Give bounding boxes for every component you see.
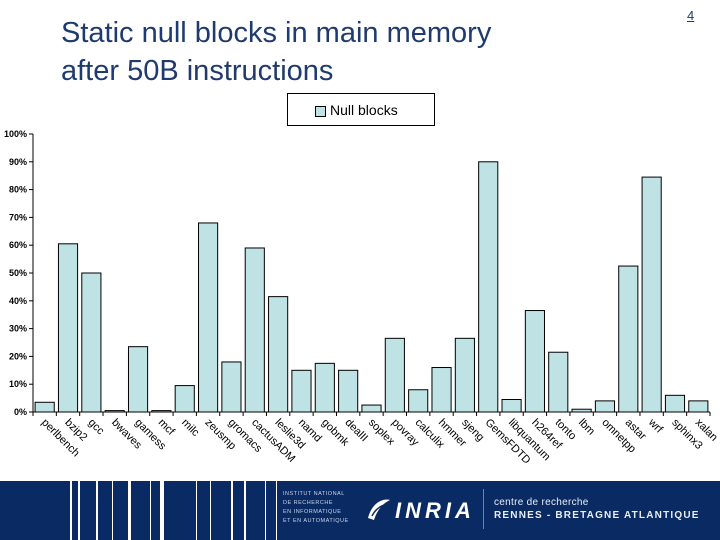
slide-number: 4 <box>687 8 695 23</box>
bar <box>664 394 686 413</box>
y-tick-label: 70% <box>9 212 27 222</box>
footer-stripe <box>196 481 197 540</box>
legend-swatch <box>315 106 326 117</box>
footer-stripe <box>244 481 246 540</box>
footer-stripe <box>231 481 233 540</box>
bar <box>291 369 312 413</box>
bar <box>244 247 265 413</box>
bar <box>268 296 289 413</box>
footer-stripe <box>78 481 80 540</box>
bar <box>641 176 662 413</box>
title-line-2: after 50B instructions <box>61 55 334 87</box>
chart-legend: Null blocks <box>287 93 435 126</box>
footer-stripe <box>128 481 131 540</box>
footer-stripe <box>210 481 211 540</box>
y-tick-label: 50% <box>9 268 27 278</box>
footer-stripe <box>96 481 98 540</box>
bar <box>221 361 242 413</box>
bar <box>104 410 125 413</box>
footer-banner: INSTITUT NATIONAL DE RECHERCHE EN INFORM… <box>0 481 720 540</box>
footer-stripe <box>265 481 266 540</box>
bar <box>501 398 522 413</box>
bar <box>431 367 452 413</box>
y-tick-label: 30% <box>9 324 27 334</box>
bar <box>688 400 709 413</box>
centre-line-2: RENNES - BRETAGNE ATLANTIQUE <box>494 510 700 521</box>
y-tick-label: 0% <box>14 407 27 417</box>
bar <box>408 389 429 413</box>
bar <box>524 310 545 413</box>
bar <box>454 337 475 413</box>
slide-title: Static null blocks in main memory after … <box>61 14 581 90</box>
y-tick-label: 80% <box>9 185 27 195</box>
x-tick-label: lbm <box>576 417 597 438</box>
inria-logo-icon <box>368 499 390 520</box>
footer-stripe <box>112 481 113 540</box>
institute-line: EN INFORMATIQUE <box>283 509 342 515</box>
bar <box>34 401 55 413</box>
bar <box>81 272 102 413</box>
centre-text: centre de recherche RENNES - BRETAGNE AT… <box>494 496 700 522</box>
brand-name: INRIA <box>395 498 475 523</box>
bar <box>571 408 592 413</box>
bar <box>174 385 195 413</box>
bar <box>384 337 405 413</box>
bar <box>594 400 616 413</box>
y-tick-label: 100% <box>4 129 27 139</box>
bar <box>361 404 382 413</box>
y-tick-label: 40% <box>9 296 27 306</box>
bar <box>57 243 79 413</box>
footer-stripe <box>70 481 72 540</box>
bar-chart: 0%10%20%30%40%50%60%70%80%90%100%perlben… <box>4 129 720 467</box>
legend-label: Null blocks <box>330 102 398 118</box>
x-tick-label: milc <box>179 417 202 440</box>
title-line-1: Static null blocks in main memory <box>61 17 492 49</box>
footer-divider <box>483 489 484 529</box>
bar <box>127 346 149 413</box>
footer-stripe <box>150 481 151 540</box>
y-tick-label: 90% <box>9 157 27 167</box>
footer-stripe <box>276 481 277 540</box>
institute-line: INSTITUT NATIONAL <box>283 491 345 497</box>
bar <box>338 369 359 413</box>
institute-line: DE RECHERCHE <box>283 500 334 506</box>
institute-text: INSTITUT NATIONAL DE RECHERCHE EN INFORM… <box>283 490 373 526</box>
bar <box>198 222 219 413</box>
bar <box>151 410 172 413</box>
bar <box>478 161 499 413</box>
y-tick-label: 10% <box>9 379 27 389</box>
bar <box>618 265 639 413</box>
centre-line-1: centre de recherche <box>494 497 589 508</box>
y-tick-label: 20% <box>9 351 27 361</box>
footer-stripe <box>160 481 164 540</box>
bar <box>548 351 569 413</box>
institute-line: ET EN AUTOMATIQUE <box>283 518 349 524</box>
y-tick-label: 60% <box>9 240 27 250</box>
bar <box>314 362 335 413</box>
